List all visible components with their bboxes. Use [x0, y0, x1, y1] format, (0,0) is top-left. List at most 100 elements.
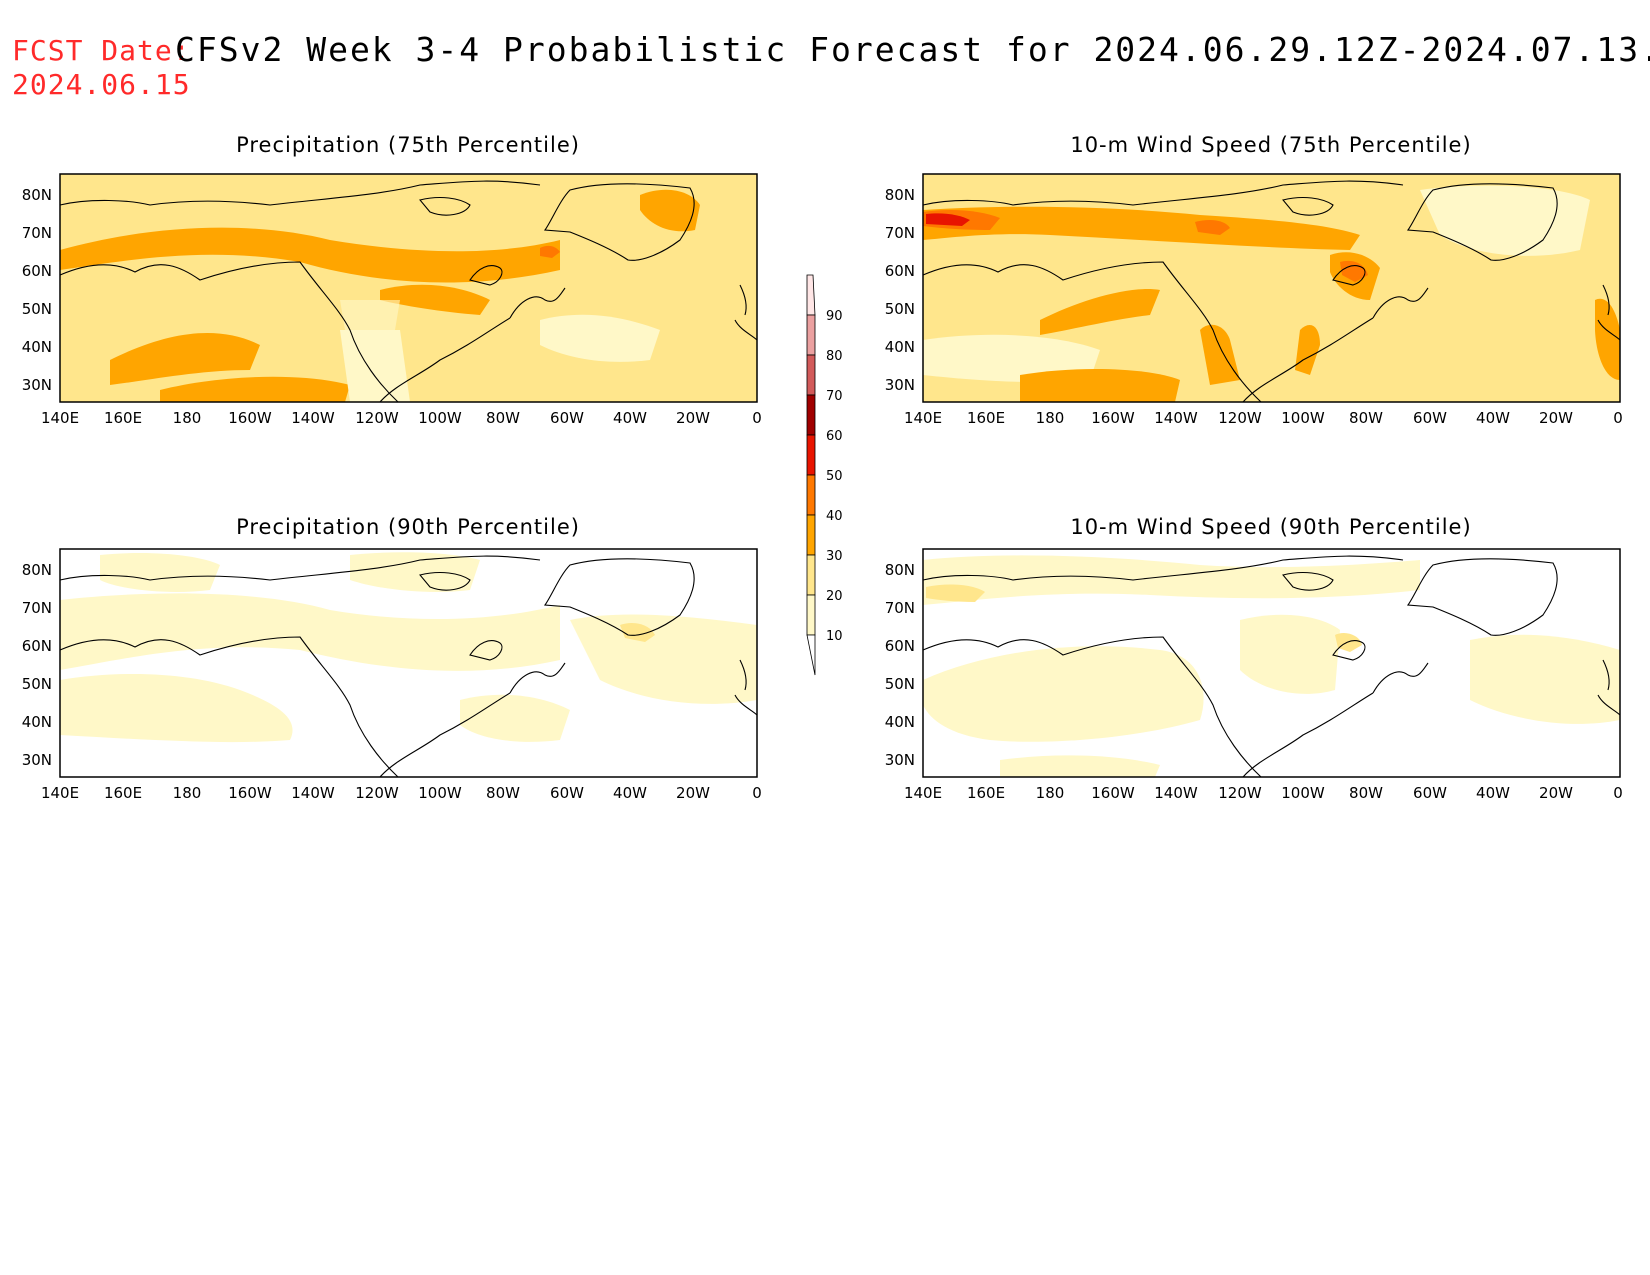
colorbar-segment-20: [806, 554, 816, 596]
x-tick-label: 180: [1036, 784, 1065, 802]
x-tick-label: 140W: [1154, 784, 1198, 802]
shade-30: [60, 227, 560, 283]
x-tick-label: 100W: [418, 784, 462, 802]
colorbar-label: 10: [826, 629, 843, 644]
x-tick-label: 80W: [1349, 409, 1383, 427]
x-tick-label: 60W: [1413, 784, 1447, 802]
shade-10: [923, 334, 1100, 383]
x-tick-label: 100W: [1281, 409, 1325, 427]
forecast-date-label: FCST Date:: [12, 34, 191, 67]
x-tick-label: 160W: [228, 784, 272, 802]
panel-title: 10-m Wind Speed (90th Percentile): [1070, 515, 1471, 539]
shade-30: [380, 284, 490, 315]
panel-wind-75: 10-m Wind Speed (75th Percentile): [885, 133, 1623, 427]
colorbar-segment-30: [806, 514, 816, 556]
x-tick-label: 160E: [967, 409, 1005, 427]
x-tick-label: 60W: [1413, 409, 1447, 427]
y-tick-label: 70N: [22, 599, 52, 617]
colorbar-segment-80: [806, 314, 816, 356]
colorbar-label: 90: [826, 309, 843, 324]
y-tick-label: 50N: [885, 675, 915, 693]
x-tick-label: 20W: [676, 784, 710, 802]
colorbar-label: 20: [826, 589, 843, 604]
shade-30: [1040, 289, 1160, 335]
x-tick-label: 140W: [1154, 409, 1198, 427]
colorbar-label: 70: [826, 389, 843, 404]
shade-40: [540, 245, 560, 258]
y-tick-label: 70N: [885, 224, 915, 242]
shade-10: [350, 552, 480, 592]
y-tick-label: 40N: [22, 338, 52, 356]
y-tick-label: 40N: [885, 338, 915, 356]
x-tick-label: 0: [752, 409, 762, 427]
shade-10: [1240, 614, 1340, 694]
shade-20: [1335, 633, 1362, 652]
x-tick-label: 120W: [1218, 409, 1262, 427]
y-tick-label: 30N: [885, 751, 915, 769]
y-tick-label: 80N: [885, 186, 915, 204]
x-tick-label: 140E: [41, 409, 79, 427]
x-tick-label: 140W: [291, 409, 335, 427]
y-tick-label: 70N: [22, 224, 52, 242]
shade-30: [640, 189, 700, 232]
x-tick-label: 180: [173, 409, 202, 427]
colorbar-label: 40: [826, 509, 843, 524]
x-tick-label: 140E: [904, 409, 942, 427]
y-tick-label: 30N: [22, 751, 52, 769]
x-tick-label: 140E: [904, 784, 942, 802]
shade-10: [340, 300, 400, 330]
x-tick-label: 160W: [228, 409, 272, 427]
y-tick-label: 30N: [885, 376, 915, 394]
colorbar-label: 30: [826, 549, 843, 564]
x-tick-label: 20W: [1539, 784, 1573, 802]
shade-10: [100, 553, 220, 592]
x-tick-label: 120W: [355, 409, 399, 427]
x-tick-label: 160W: [1091, 784, 1135, 802]
shade-20: [926, 584, 985, 602]
shade-10: [540, 314, 660, 362]
x-tick-label: 40W: [613, 784, 647, 802]
shade-30: [110, 333, 260, 385]
shade-30: [923, 206, 1360, 250]
shade-10: [923, 646, 1204, 742]
colorbar-segment-40: [806, 474, 816, 516]
figure-title: CFSv2 Week 3-4 Probabilistic Forecast fo…: [175, 30, 1650, 69]
colorbar-segment-70: [806, 354, 816, 396]
shade-40: [1340, 260, 1368, 282]
y-tick-label: 70N: [885, 599, 915, 617]
colorbar-label: 60: [826, 429, 843, 444]
y-tick-label: 60N: [22, 637, 52, 655]
panel-frame: [922, 548, 1621, 778]
x-tick-label: 20W: [676, 409, 710, 427]
shade-10: [60, 674, 293, 743]
panel-wind-90: 10-m Wind Speed (90th Percentile) 140E 1…: [885, 515, 1623, 802]
colorbar: 90 80 70 60 50 40 30 20 10: [806, 274, 843, 676]
colorbar-label: 50: [826, 469, 843, 484]
x-tick-label: 60W: [550, 409, 584, 427]
x-tick-label: 40W: [1476, 409, 1510, 427]
x-tick-label: 20W: [1539, 409, 1573, 427]
y-tick-label: 50N: [22, 675, 52, 693]
panel-title: Precipitation (75th Percentile): [236, 133, 580, 157]
x-tick-label: 80W: [486, 784, 520, 802]
x-tick-label: 140W: [291, 784, 335, 802]
y-tick-label: 60N: [22, 262, 52, 280]
shade-10: [460, 694, 570, 742]
shade-10: [1420, 185, 1590, 256]
y-tick-label: 80N: [22, 561, 52, 579]
colorbar-label: 80: [826, 349, 843, 364]
shade-30: [1020, 368, 1180, 402]
x-tick-label: 120W: [1218, 784, 1262, 802]
shade-30: [1595, 298, 1620, 380]
forecast-date: 2024.06.15: [12, 68, 191, 101]
y-tick-label: 40N: [22, 713, 52, 731]
y-tick-label: 30N: [22, 376, 52, 394]
colorbar-segment-50: [806, 434, 816, 476]
colorbar-segment-60: [806, 394, 816, 436]
panel-precip-90: Precipitation (90th Percentile) 140E 160…: [22, 515, 762, 802]
x-tick-label: 40W: [1476, 784, 1510, 802]
shade-30: [160, 376, 350, 402]
x-tick-label: 100W: [418, 409, 462, 427]
x-tick-label: 180: [1036, 409, 1065, 427]
